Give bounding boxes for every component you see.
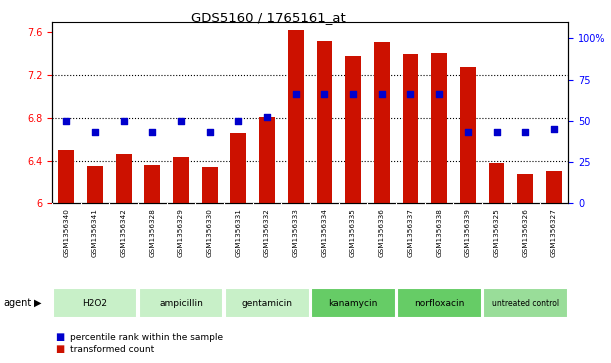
Point (205, 130, 214, 135)
Text: transformed count: transformed count (70, 345, 155, 354)
Point (348, 91, 358, 97)
Text: GSM1356331: GSM1356331 (235, 208, 241, 257)
Bar (374, 42, 390, 203)
Point (147, 130, 157, 135)
Bar (173, 158, 189, 203)
Bar (230, 133, 246, 203)
Text: GSM1356325: GSM1356325 (494, 208, 500, 257)
Text: H2O2: H2O2 (82, 299, 108, 307)
Bar (460, 67, 476, 203)
Bar (259, 117, 275, 203)
Text: ▶: ▶ (34, 298, 41, 308)
Text: GSM1356333: GSM1356333 (293, 208, 299, 257)
Point (434, 91, 444, 97)
FancyBboxPatch shape (225, 288, 310, 318)
Text: GSM1356326: GSM1356326 (522, 208, 528, 257)
Point (233, 118, 243, 124)
Point (61, 118, 71, 124)
Bar (345, 56, 361, 203)
Bar (403, 54, 419, 203)
Point (176, 118, 186, 124)
Bar (431, 53, 447, 203)
Text: GSM1356334: GSM1356334 (321, 208, 327, 257)
Text: GSM1356329: GSM1356329 (178, 208, 184, 257)
Bar (489, 163, 505, 203)
Point (463, 130, 473, 135)
FancyBboxPatch shape (483, 288, 568, 318)
Text: GSM1356342: GSM1356342 (120, 208, 126, 257)
Text: GSM1356340: GSM1356340 (64, 208, 69, 257)
Text: GSM1356341: GSM1356341 (92, 208, 98, 257)
Text: ampicillin: ampicillin (159, 299, 203, 307)
Point (549, 126, 559, 132)
Bar (518, 175, 533, 203)
Text: ■: ■ (55, 332, 64, 342)
Point (521, 130, 530, 135)
Bar (87, 166, 103, 203)
Bar (288, 30, 304, 203)
Point (291, 91, 301, 97)
Text: GSM1356335: GSM1356335 (350, 208, 356, 257)
Bar (316, 41, 332, 203)
Text: agent: agent (3, 298, 31, 308)
Bar (115, 154, 131, 203)
Text: GDS5160 / 1765161_at: GDS5160 / 1765161_at (191, 11, 346, 24)
Point (90, 130, 100, 135)
Point (492, 130, 502, 135)
Text: GSM1356327: GSM1356327 (551, 208, 557, 257)
Text: untreated control: untreated control (492, 299, 559, 307)
Bar (59, 150, 74, 203)
FancyBboxPatch shape (139, 288, 224, 318)
Point (320, 91, 329, 97)
Text: norfloxacin: norfloxacin (414, 299, 464, 307)
Point (119, 118, 128, 124)
FancyBboxPatch shape (397, 288, 481, 318)
Text: GSM1356328: GSM1356328 (149, 208, 155, 257)
FancyBboxPatch shape (53, 288, 137, 318)
Bar (546, 171, 562, 203)
Text: ■: ■ (55, 344, 64, 354)
FancyBboxPatch shape (310, 288, 395, 318)
Point (262, 115, 272, 121)
Point (377, 91, 387, 97)
Text: GSM1356338: GSM1356338 (436, 208, 442, 257)
Text: GSM1356330: GSM1356330 (207, 208, 213, 257)
Text: kanamycin: kanamycin (329, 299, 378, 307)
Bar (144, 165, 160, 203)
Text: GSM1356339: GSM1356339 (465, 208, 471, 257)
Text: GSM1356337: GSM1356337 (408, 208, 414, 257)
Bar (202, 167, 218, 203)
Text: GSM1356332: GSM1356332 (264, 208, 270, 257)
Text: gentamicin: gentamicin (241, 299, 293, 307)
Text: percentile rank within the sample: percentile rank within the sample (70, 333, 224, 342)
Point (406, 91, 415, 97)
Text: GSM1356336: GSM1356336 (379, 208, 385, 257)
